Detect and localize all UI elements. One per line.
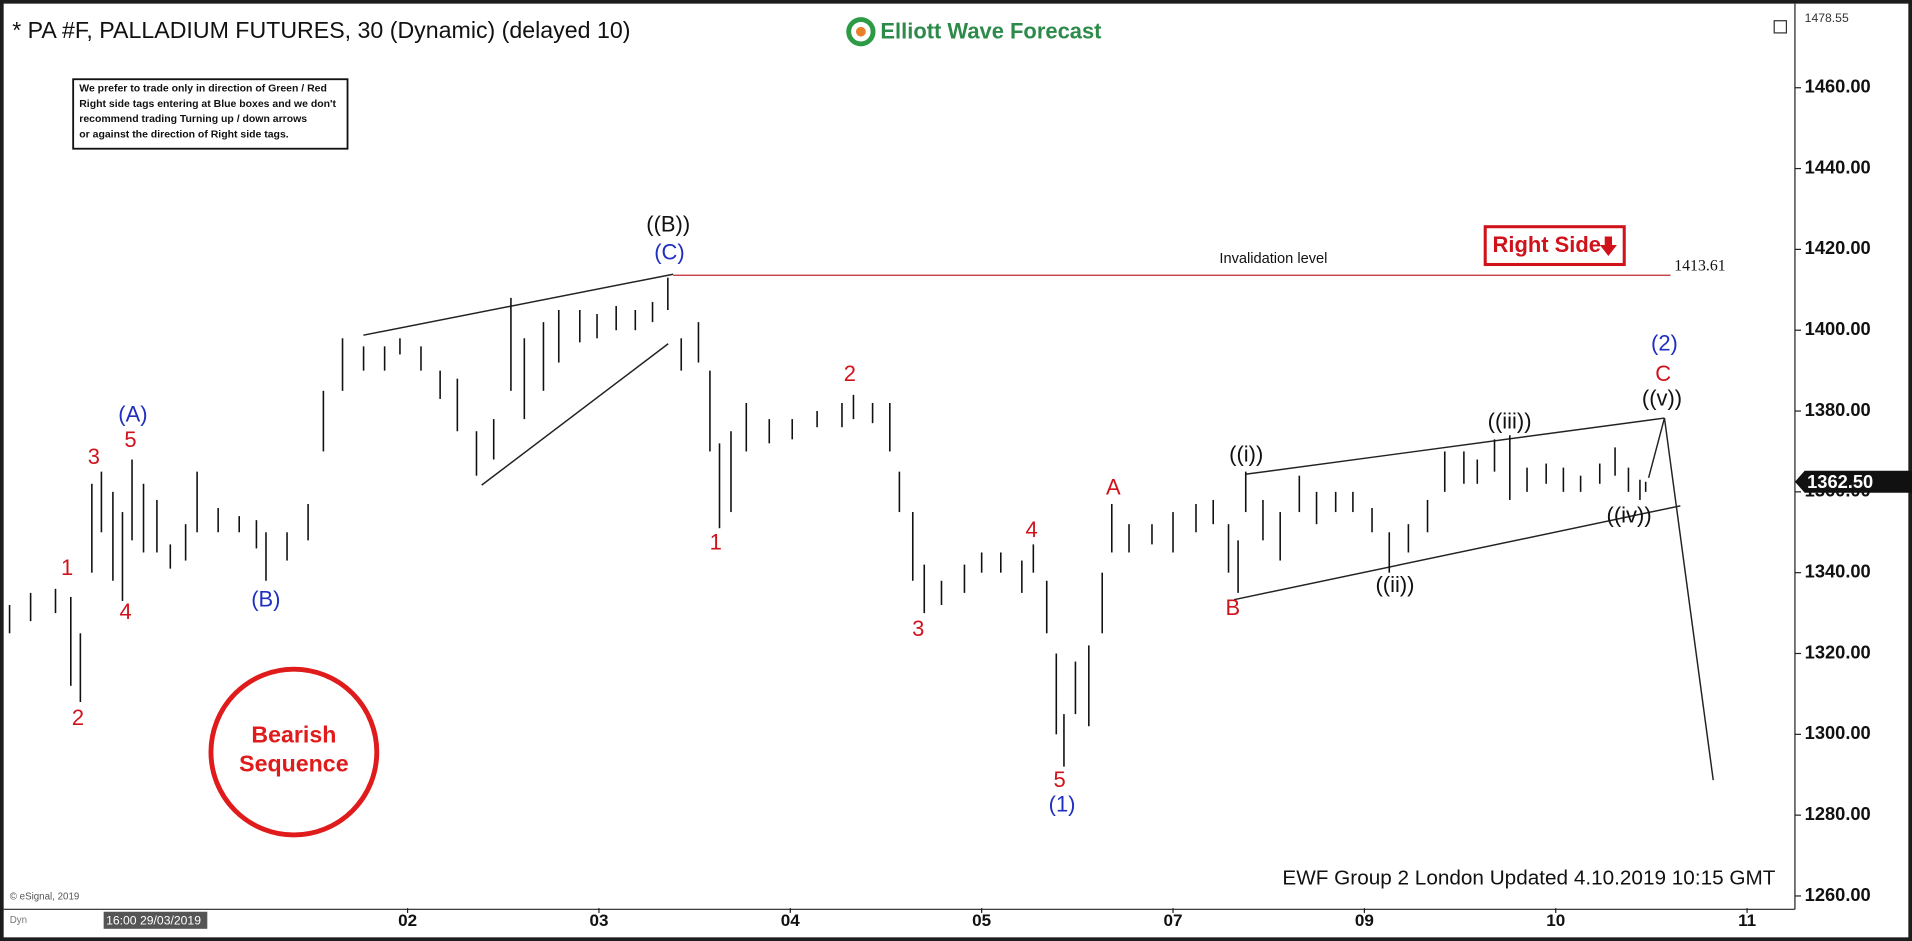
wave-label: 1 (710, 529, 722, 554)
x-tick-label: 02 (398, 911, 417, 930)
wave-label: ((iv)) (1607, 503, 1652, 528)
wave-label: ((B)) (646, 211, 690, 236)
brand: Elliott Wave Forecast (880, 19, 1102, 44)
wave-label: A (1106, 475, 1121, 500)
copyright: © eSignal, 2019 (10, 892, 80, 903)
x-tick-label: 04 (781, 911, 800, 930)
x-tick-label: 05 (972, 911, 991, 930)
y-tick-label: 1320.00 (1805, 641, 1871, 662)
wave-label: 5 (1054, 767, 1066, 792)
y-tick-label: 1380.00 (1805, 399, 1871, 420)
last-price-tag (1794, 470, 1912, 493)
bearish-badge (208, 666, 380, 838)
disclaimer-line: Right side tags entering at Blue boxes a… (79, 99, 336, 110)
channel-line (1246, 417, 1665, 475)
wave-label: (1) (1049, 792, 1076, 817)
wave-label: 3 (912, 616, 924, 641)
wave-label: ((iii)) (1488, 409, 1532, 434)
footer: EWF Group 2 London Updated 4.10.2019 10:… (1282, 866, 1775, 889)
brand-logo (846, 17, 876, 47)
badge-line: Sequence (239, 751, 349, 777)
start-label-box (103, 911, 208, 929)
y-tick-label: 1340.00 (1805, 561, 1871, 582)
badge-line: Bearish (251, 721, 336, 747)
disclaimer-line: or against the direction of Right side t… (79, 129, 289, 140)
disclaimer-box (72, 78, 349, 150)
projection-line (1647, 417, 1666, 479)
chart-title: * PA #F, PALLADIUM FUTURES, 30 (Dynamic)… (12, 17, 630, 43)
right-side-arrow (1599, 236, 1617, 256)
y-tick-label: 1280.00 (1805, 803, 1871, 824)
start-label: 16:00 29/03/2019 (106, 914, 201, 928)
wave-label: (2) (1651, 331, 1678, 356)
wave-label: 3 (88, 444, 100, 469)
wave-label: 2 (844, 361, 856, 386)
wave-label: 1 (61, 555, 73, 580)
x-tick-label: 09 (1355, 911, 1374, 930)
wave-label: (A) (118, 401, 147, 426)
wave-label: 4 (1025, 517, 1037, 542)
invalidation-text: Invalidation level (1219, 251, 1327, 267)
wave-label: 5 (124, 427, 136, 452)
mode-label: Dyn (10, 915, 27, 926)
wave-label: B (1225, 595, 1240, 620)
disclaimer-line: We prefer to trade only in direction of … (79, 84, 327, 95)
wave-label: (C) (654, 239, 684, 264)
wave-label: ((v)) (1642, 386, 1682, 411)
wave-label: ((i)) (1229, 442, 1263, 467)
x-tick-label: 10 (1546, 911, 1565, 930)
x-tick-label: 07 (1164, 911, 1183, 930)
wave-label: 4 (119, 599, 131, 624)
wedge-line (363, 273, 674, 336)
x-tick-label: 03 (589, 911, 608, 930)
invalidation-value: 1413.61 (1674, 257, 1725, 274)
top-price-label: 1478.55 (1805, 11, 1849, 25)
wave-lines (363, 273, 1714, 781)
window-button[interactable] (1773, 20, 1788, 34)
y-tick-label: 1300.00 (1805, 722, 1871, 743)
wave-label: C (1655, 361, 1671, 386)
projection-line (1663, 417, 1714, 781)
right-side-tag: Right Side (1493, 232, 1601, 257)
channel-line (1233, 505, 1681, 601)
y-tick-label: 1400.00 (1805, 318, 1871, 339)
wave-label: 2 (72, 705, 84, 730)
y-tick-label: 1420.00 (1805, 237, 1871, 258)
wedge-line (481, 343, 669, 486)
wave-label: ((ii)) (1375, 572, 1414, 597)
y-tick-label: 1260.00 (1805, 884, 1871, 905)
wave-label: (B) (251, 587, 280, 612)
y-tick-label: 1460.00 (1805, 76, 1871, 97)
x-tick-label: 11 (1738, 911, 1756, 930)
y-tick-label: 1440.00 (1805, 156, 1871, 177)
disclaimer-line: recommend trading Turning up / down arro… (79, 114, 307, 125)
last-price-label: 1362.50 (1807, 471, 1873, 492)
brand-logo-dot (856, 26, 866, 37)
